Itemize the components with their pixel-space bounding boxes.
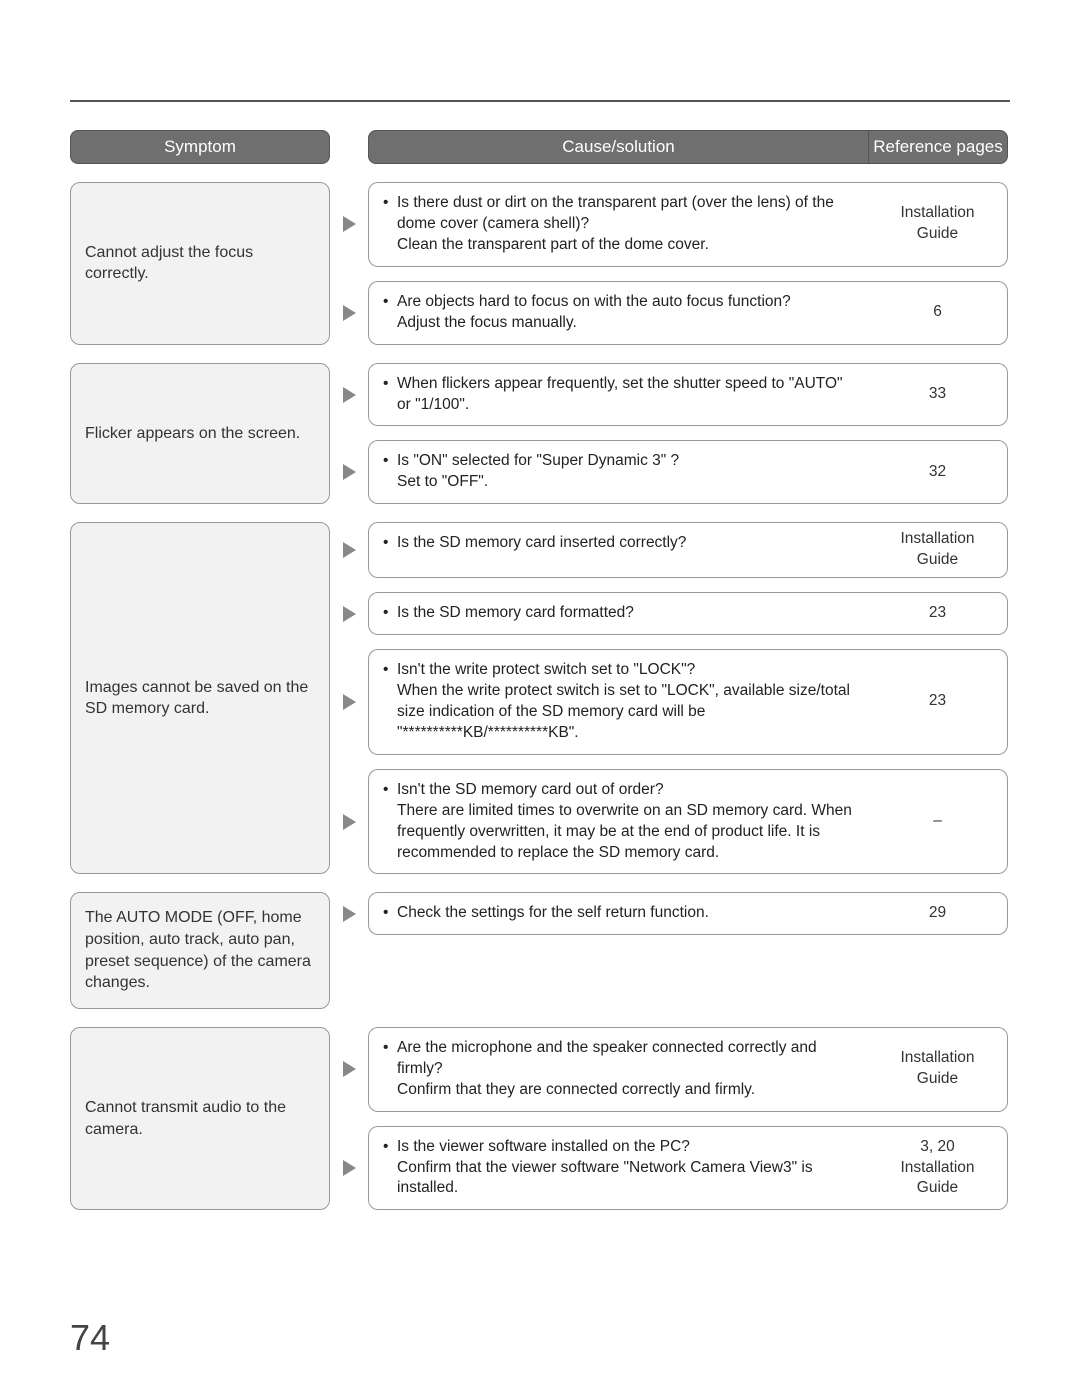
cause-row: Is there dust or dirt on the transparent…	[330, 182, 1008, 267]
symptom-cell: Flicker appears on the screen.	[70, 363, 330, 505]
arrow-icon	[339, 385, 359, 405]
cause-cell: Is there dust or dirt on the transparent…	[368, 182, 868, 267]
arrow-icon	[339, 303, 359, 323]
reference-cell: Installation Guide	[868, 182, 1008, 267]
reference-cell: 23	[868, 592, 1008, 635]
cause-row: Isn't the write protect switch set to "L…	[330, 649, 1008, 755]
cause-row: Is the SD memory card inserted correctly…	[330, 522, 1008, 578]
arrow-icon	[339, 904, 359, 924]
arrow-cell	[330, 281, 368, 345]
reference-cell: 29	[868, 892, 1008, 935]
symptom-group: The AUTO MODE (OFF, home position, auto …	[70, 892, 1010, 1008]
cause-cell: Check the settings for the self return f…	[368, 892, 868, 935]
reference-cell: 23	[868, 649, 1008, 755]
cause-cell: When flickers appear frequently, set the…	[368, 363, 868, 427]
reference-cell: 33	[868, 363, 1008, 427]
cause-cell: Is "ON" selected for "Super Dynamic 3" ?…	[368, 440, 868, 504]
cause-row: Are the microphone and the speaker conne…	[330, 1027, 1008, 1112]
reference-cell: –	[868, 769, 1008, 875]
reference-cell: 3, 20 Installation Guide	[868, 1126, 1008, 1211]
cause-row: Check the settings for the self return f…	[330, 892, 1008, 935]
cause-cell: Are objects hard to focus on with the au…	[368, 281, 868, 345]
reference-cell: Installation Guide	[868, 522, 1008, 578]
arrow-icon	[339, 1158, 359, 1178]
arrow-icon	[339, 214, 359, 234]
arrow-icon	[339, 1059, 359, 1079]
troubleshooting-table: Symptom Cause/solution Reference pages C…	[70, 130, 1010, 1210]
symptom-group: Images cannot be saved on the SD memory …	[70, 522, 1010, 874]
table-header-row: Symptom Cause/solution Reference pages	[70, 130, 1010, 164]
arrow-icon	[339, 812, 359, 832]
symptom-group: Flicker appears on the screen. When flick…	[70, 363, 1010, 505]
cause-row: Isn't the SD memory card out of order? T…	[330, 769, 1008, 875]
arrow-cell	[330, 892, 368, 935]
cause-cell: Is the SD memory card inserted correctly…	[368, 522, 868, 578]
cause-cell: Is the SD memory card formatted?	[368, 592, 868, 635]
cause-cell: Are the microphone and the speaker conne…	[368, 1027, 868, 1112]
top-rule	[70, 100, 1010, 102]
cause-row: When flickers appear frequently, set the…	[330, 363, 1008, 427]
arrow-cell	[330, 522, 368, 578]
cause-row: Is "ON" selected for "Super Dynamic 3" ?…	[330, 440, 1008, 504]
header-reference: Reference pages	[868, 130, 1008, 164]
cause-row: Is the viewer software installed on the …	[330, 1126, 1008, 1211]
page-number: 74	[70, 1317, 110, 1359]
reference-cell: 6	[868, 281, 1008, 345]
reference-cell: 32	[868, 440, 1008, 504]
arrow-icon	[339, 462, 359, 482]
arrow-cell	[330, 592, 368, 635]
cause-row: Is the SD memory card formatted?23	[330, 592, 1008, 635]
cause-cell: Isn't the write protect switch set to "L…	[368, 649, 868, 755]
arrow-cell	[330, 649, 368, 755]
arrow-icon	[339, 604, 359, 624]
symptom-group: Cannot transmit audio to the camera. Are …	[70, 1027, 1010, 1211]
header-cause: Cause/solution	[368, 130, 868, 164]
symptom-group: Cannot adjust the focus correctly. Is the…	[70, 182, 1010, 345]
reference-cell: Installation Guide	[868, 1027, 1008, 1112]
arrow-cell	[330, 363, 368, 427]
arrow-icon	[339, 692, 359, 712]
symptom-cell: The AUTO MODE (OFF, home position, auto …	[70, 892, 330, 1008]
arrow-cell	[330, 1126, 368, 1211]
cause-cell: Isn't the SD memory card out of order? T…	[368, 769, 868, 875]
header-spacer	[330, 130, 368, 164]
cause-row: Are objects hard to focus on with the au…	[330, 281, 1008, 345]
arrow-icon	[339, 540, 359, 560]
arrow-cell	[330, 182, 368, 267]
arrow-cell	[330, 440, 368, 504]
arrow-cell	[330, 1027, 368, 1112]
symptom-cell: Cannot adjust the focus correctly.	[70, 182, 330, 345]
header-symptom: Symptom	[70, 130, 330, 164]
symptom-cell: Images cannot be saved on the SD memory …	[70, 522, 330, 874]
cause-cell: Is the viewer software installed on the …	[368, 1126, 868, 1211]
arrow-cell	[330, 769, 368, 875]
symptom-cell: Cannot transmit audio to the camera.	[70, 1027, 330, 1211]
